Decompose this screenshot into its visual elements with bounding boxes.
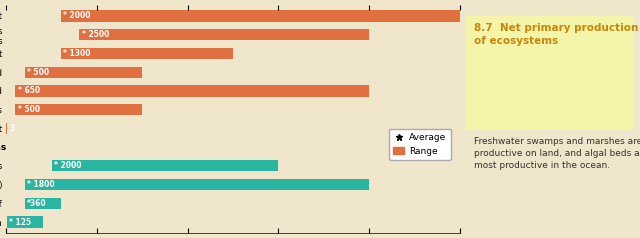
Text: * 2000: * 2000 [54, 161, 82, 170]
Text: *360: *360 [28, 199, 47, 208]
Text: Freshwater swamps and marshes are most
productive on land, and algal beds and re: Freshwater swamps and marshes are most p… [474, 137, 640, 170]
Bar [6, 216, 43, 228]
FancyBboxPatch shape [466, 16, 634, 130]
Bar [79, 29, 369, 40]
Bar [24, 179, 369, 190]
Text: Lands: Lands [0, 0, 6, 2]
Text: * 2000: * 2000 [63, 11, 91, 20]
Text: 8.7  Net primary production
of ecosystems: 8.7 Net primary production of ecosystems [474, 23, 639, 46]
Text: * 650: * 650 [18, 86, 40, 95]
Text: * 500: * 500 [28, 68, 49, 77]
Bar [52, 160, 278, 171]
Text: * 2500: * 2500 [82, 30, 109, 39]
Text: * 125: * 125 [10, 218, 31, 227]
Bar [61, 48, 233, 59]
Bar [24, 67, 142, 78]
Text: Oceans: Oceans [0, 143, 6, 152]
Text: * 1800: * 1800 [28, 180, 55, 189]
Text: 3: 3 [9, 124, 14, 133]
Bar [61, 10, 460, 22]
Bar [6, 123, 7, 134]
Text: * 500: * 500 [18, 105, 40, 114]
Bar [15, 85, 369, 97]
Bar [15, 104, 142, 115]
Bar [24, 198, 61, 209]
Legend: Average, Range: Average, Range [389, 129, 451, 160]
Text: * 1300: * 1300 [63, 49, 91, 58]
